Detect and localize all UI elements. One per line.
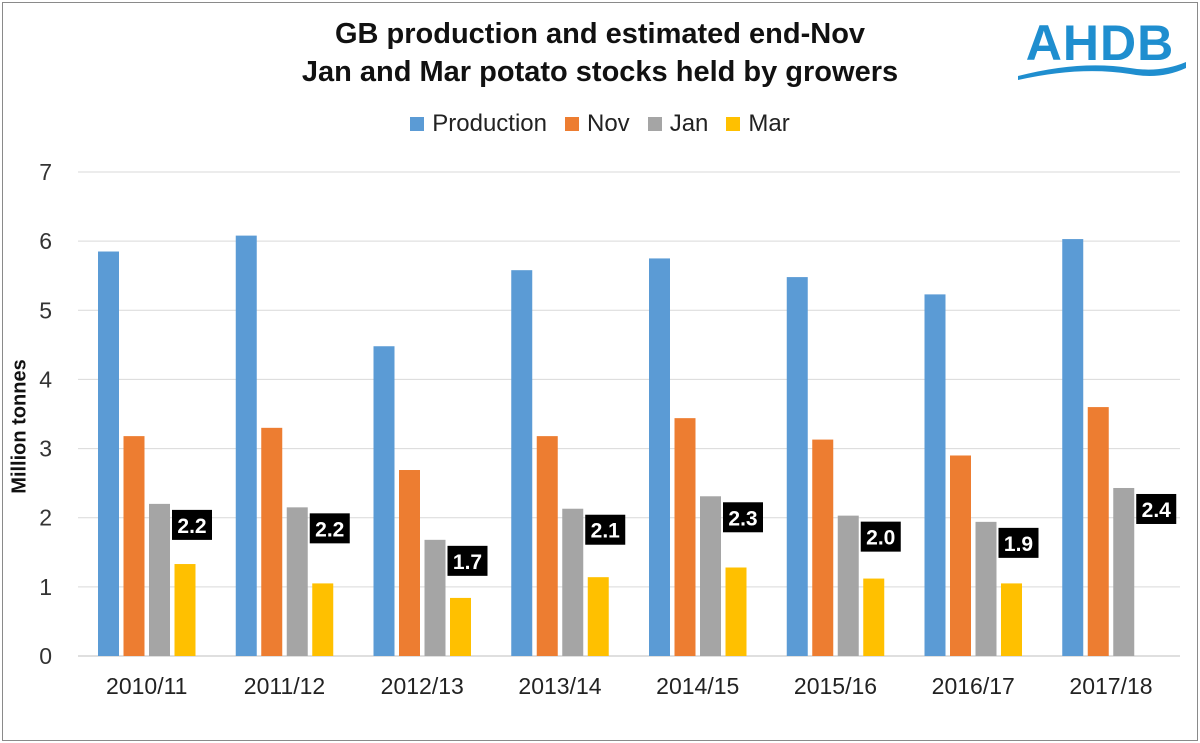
x-tick-label: 2015/16	[794, 673, 877, 699]
x-tick-label: 2010/11	[106, 673, 187, 699]
legend-label: Jan	[669, 110, 709, 137]
bar-production	[235, 235, 257, 656]
y-tick-label: 5	[39, 297, 52, 323]
legend-swatch	[410, 117, 425, 131]
bar-nov	[399, 470, 420, 656]
annotation-box	[998, 527, 1039, 558]
bar-jan	[837, 515, 859, 656]
x-tick-label: 2013/14	[518, 673, 601, 699]
bar-production	[511, 270, 533, 656]
annotation-box	[860, 521, 901, 552]
annotation-box	[447, 545, 488, 576]
bar-production	[786, 277, 808, 656]
bar-jan	[1113, 487, 1135, 656]
y-tick-label: 6	[39, 228, 52, 254]
y-tick-label: 0	[39, 643, 52, 669]
bar-nov	[812, 439, 834, 656]
legend-swatch	[647, 117, 662, 131]
bar-jan	[700, 496, 721, 656]
bar-jan	[424, 539, 446, 656]
bar-nov	[261, 427, 283, 656]
annotation-label: 1.7	[453, 551, 482, 574]
x-tick-label: 2011/12	[244, 673, 325, 699]
bar-jan	[562, 508, 584, 656]
x-tick-label: 2016/17	[932, 673, 1015, 699]
bar-nov	[536, 436, 558, 656]
bar-mar	[312, 583, 334, 656]
annotation-box	[172, 509, 212, 540]
annotation-label: 2.1	[591, 520, 621, 543]
annotation-label: 2.2	[315, 518, 344, 541]
bar-production	[98, 251, 119, 656]
x-tick-label: 2012/13	[381, 673, 464, 699]
legend-item-production: Production	[410, 110, 547, 138]
bar-production	[649, 258, 670, 656]
bar-jan	[149, 503, 170, 656]
bar-mar	[450, 597, 471, 656]
legend-swatch	[565, 117, 579, 131]
annotation-box	[723, 502, 763, 533]
bar-mar	[587, 577, 609, 656]
annotation-label: 2.4	[1142, 499, 1172, 522]
bar-mar	[863, 578, 885, 656]
legend-item-mar: Mar	[726, 110, 790, 138]
bar-production	[1062, 239, 1084, 656]
legend-item-nov: Nov	[565, 110, 630, 138]
bar-jan	[286, 507, 308, 656]
ahdb-logo: AHDB	[1010, 16, 1190, 86]
chart-legend: Production Nov Jan Mar	[0, 110, 1200, 138]
bar-jan	[975, 521, 997, 656]
bar-production	[924, 294, 946, 656]
y-tick-label: 1	[39, 574, 52, 600]
bar-mar	[174, 564, 196, 656]
legend-label: Mar	[748, 110, 790, 137]
annotation-box	[309, 513, 350, 544]
bar-nov	[1087, 407, 1109, 656]
bar-mar	[725, 567, 747, 656]
logo-text: AHDB	[1025, 15, 1175, 71]
y-tick-label: 2	[39, 505, 52, 531]
bar-nov	[123, 436, 145, 656]
bar-nov	[950, 455, 971, 656]
bar-mar	[1001, 583, 1022, 656]
annotation-label: 2.3	[728, 507, 757, 530]
legend-swatch	[726, 117, 741, 131]
y-tick-label: 4	[39, 366, 52, 392]
annotation-box	[585, 514, 626, 545]
y-tick-label: 7	[39, 159, 52, 185]
logo-wave-icon	[1018, 62, 1186, 80]
legend-label: Production	[432, 110, 547, 137]
chart-title-line-1: GB production and estimated end-Nov	[334, 18, 866, 50]
annotation-box	[1136, 493, 1177, 524]
annotation-label: 2.2	[177, 515, 206, 538]
annotation-label: 2.0	[866, 527, 895, 550]
x-tick-label: 2014/15	[656, 673, 739, 699]
legend-item-jan: Jan	[647, 110, 709, 138]
annotation-label: 1.9	[1004, 533, 1033, 556]
legend-label: Nov	[587, 110, 630, 137]
bar-nov	[674, 418, 696, 656]
x-tick-label: 2017/18	[1069, 673, 1152, 699]
chart-title-line-2: Jan and Mar potato stocks held by grower…	[301, 56, 899, 88]
bar-production	[373, 346, 395, 656]
y-tick-label: 3	[39, 436, 52, 462]
